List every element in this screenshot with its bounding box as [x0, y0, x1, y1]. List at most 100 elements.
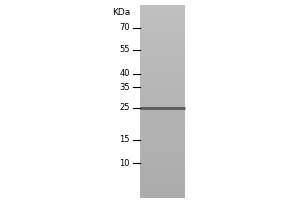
- Text: 10: 10: [119, 158, 130, 168]
- Bar: [140, 6, 185, 7]
- Bar: [140, 175, 185, 176]
- Bar: [140, 40, 185, 41]
- Bar: [140, 187, 185, 188]
- Bar: [140, 78, 185, 79]
- Bar: [140, 10, 185, 11]
- Bar: [140, 83, 185, 84]
- Bar: [140, 26, 185, 27]
- Bar: [140, 165, 185, 166]
- Bar: [140, 86, 185, 87]
- Bar: [140, 111, 185, 112]
- Bar: [140, 143, 185, 144]
- Bar: [140, 69, 185, 70]
- Bar: [140, 91, 185, 92]
- Bar: [140, 138, 185, 139]
- Bar: [140, 12, 185, 13]
- Bar: [140, 64, 185, 65]
- Bar: [140, 8, 185, 9]
- Bar: [140, 121, 185, 122]
- Bar: [140, 150, 185, 151]
- Bar: [140, 162, 185, 163]
- Bar: [140, 92, 185, 93]
- Bar: [140, 90, 185, 91]
- Bar: [140, 127, 185, 128]
- Text: KDa: KDa: [112, 8, 130, 17]
- Bar: [140, 119, 185, 120]
- Bar: [140, 172, 185, 173]
- Bar: [140, 107, 185, 108]
- Bar: [140, 37, 185, 38]
- Bar: [140, 31, 185, 32]
- Bar: [140, 182, 185, 183]
- Bar: [140, 114, 185, 115]
- Bar: [140, 18, 185, 19]
- Bar: [140, 169, 185, 170]
- Bar: [140, 72, 185, 73]
- Bar: [140, 27, 185, 28]
- Bar: [140, 136, 185, 137]
- Bar: [140, 192, 185, 193]
- Text: 35: 35: [119, 82, 130, 92]
- Bar: [140, 131, 185, 132]
- Bar: [140, 190, 185, 191]
- Bar: [140, 163, 185, 164]
- Bar: [140, 197, 185, 198]
- Text: 55: 55: [119, 46, 130, 54]
- Bar: [140, 29, 185, 30]
- Bar: [140, 45, 185, 46]
- Bar: [140, 185, 185, 186]
- Bar: [140, 157, 185, 158]
- Bar: [140, 38, 185, 39]
- Bar: [140, 74, 185, 75]
- Bar: [140, 70, 185, 71]
- Bar: [140, 30, 185, 31]
- Bar: [140, 67, 185, 68]
- Bar: [140, 52, 185, 53]
- Bar: [140, 48, 185, 49]
- Bar: [140, 113, 185, 114]
- Bar: [140, 156, 185, 157]
- Bar: [140, 122, 185, 123]
- Bar: [140, 194, 185, 195]
- Bar: [140, 191, 185, 192]
- Bar: [140, 9, 185, 10]
- Bar: [140, 100, 185, 101]
- Bar: [140, 96, 185, 97]
- Bar: [140, 46, 185, 47]
- Bar: [140, 95, 185, 96]
- Bar: [140, 178, 185, 179]
- Bar: [140, 102, 185, 103]
- Bar: [140, 17, 185, 18]
- Text: 70: 70: [119, 23, 130, 32]
- Bar: [140, 63, 185, 64]
- Bar: [140, 126, 185, 127]
- Bar: [140, 181, 185, 182]
- Bar: [140, 77, 185, 78]
- Bar: [140, 186, 185, 187]
- Bar: [140, 32, 185, 33]
- Bar: [140, 183, 185, 184]
- Bar: [140, 137, 185, 138]
- Bar: [140, 47, 185, 48]
- Bar: [140, 110, 185, 111]
- Bar: [140, 61, 185, 62]
- Bar: [140, 19, 185, 20]
- Bar: [140, 49, 185, 50]
- Bar: [140, 58, 185, 59]
- Bar: [140, 141, 185, 142]
- Bar: [140, 142, 185, 143]
- Bar: [140, 148, 185, 149]
- Bar: [140, 89, 185, 90]
- Bar: [140, 101, 185, 102]
- Bar: [140, 155, 185, 156]
- Bar: [140, 140, 185, 141]
- Bar: [140, 24, 185, 25]
- Bar: [140, 180, 185, 181]
- Text: 15: 15: [119, 136, 130, 144]
- Bar: [140, 75, 185, 76]
- Bar: [140, 50, 185, 51]
- Bar: [140, 15, 185, 16]
- Bar: [140, 65, 185, 66]
- Bar: [140, 152, 185, 153]
- Bar: [140, 84, 185, 85]
